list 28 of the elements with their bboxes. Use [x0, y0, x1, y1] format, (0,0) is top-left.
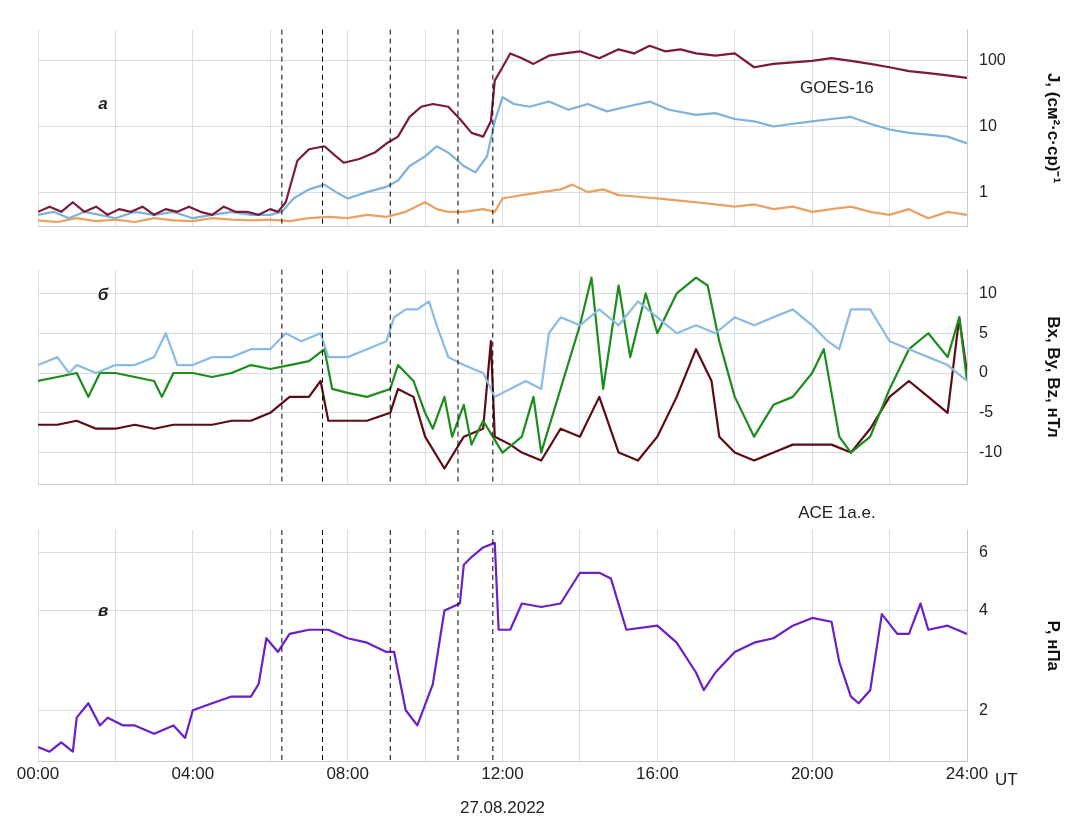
y-tick-label: 4	[979, 600, 988, 618]
text: ACE 1а.е.	[798, 503, 876, 523]
x-tick-label: 16:00	[636, 764, 679, 784]
annotation: GOES-16	[800, 78, 874, 98]
x-tick-label: 20:00	[790, 764, 834, 784]
annotation: в	[97, 600, 109, 620]
y-tick-label: 1	[979, 182, 988, 200]
y-tick-label: 2	[979, 700, 988, 718]
annotation: а	[98, 94, 108, 114]
y-tick-label: 5	[979, 323, 988, 341]
y-tick-label: 10	[979, 283, 997, 301]
annotation: б	[97, 285, 109, 305]
x-tick-label: 24:00	[945, 764, 989, 784]
x-tick-label: 00:00	[16, 764, 60, 784]
y-tick-label: 6	[979, 542, 988, 560]
y-tick-label: 0	[979, 363, 988, 381]
x-tick-label: 08:00	[326, 764, 369, 784]
y-axis-title: J, (см²·с·ср)⁻¹	[1044, 72, 1064, 184]
x-axis-title: UT	[995, 769, 1018, 789]
x-tick-label: 04:00	[171, 764, 215, 784]
y-tick-label: 100	[979, 51, 1006, 69]
text: 27.08.2022	[459, 797, 546, 817]
y-tick-label: -10	[979, 442, 1003, 460]
y-tick-label: 10	[979, 116, 997, 134]
y-axis-title: Bx, By, Bz, нТл	[1044, 316, 1064, 438]
x-tick-label: 12:00	[481, 764, 524, 784]
y-axis-title: P, нПа	[1044, 620, 1064, 672]
y-tick-label: -5	[979, 403, 994, 421]
